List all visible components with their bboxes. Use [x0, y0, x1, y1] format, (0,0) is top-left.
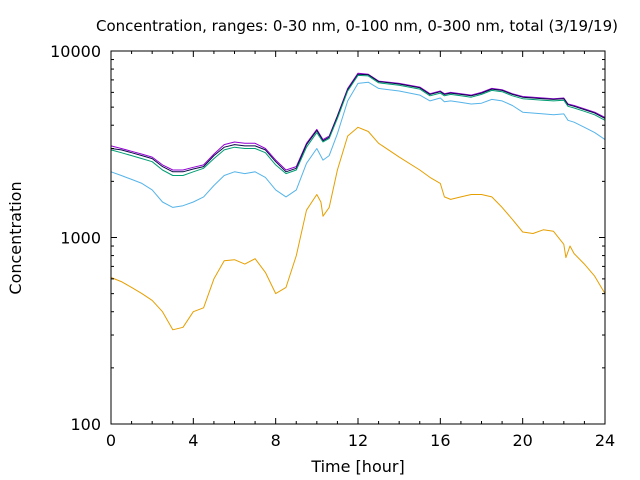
plot-frame	[110, 50, 606, 425]
x-tick-label: 0	[106, 431, 116, 450]
x-tick-label: 20	[512, 431, 532, 450]
x-tick-label: 4	[188, 431, 198, 450]
x-tick-label: 12	[348, 431, 368, 450]
series-line-3	[110, 74, 606, 176]
x-axis-label: Time [hour]	[310, 457, 404, 476]
x-tick-label: 16	[430, 431, 450, 450]
series-line-5	[110, 126, 606, 331]
series-line-2	[110, 73, 606, 173]
x-tick-label: 24	[595, 431, 615, 450]
y-tick-label: 100	[70, 415, 101, 434]
x-tick-label: 8	[271, 431, 281, 450]
tick-layer: 0 4 8 12 16 20 24 100 1000 10000	[50, 42, 615, 450]
series-layer	[110, 72, 606, 331]
y-tick-label: 10000	[50, 42, 101, 61]
series-line-4	[110, 81, 606, 208]
y-tick-label: 1000	[60, 229, 101, 248]
series-line-1	[110, 72, 606, 171]
chart-title: Concentration, ranges: 0-30 nm, 0-100 nm…	[96, 17, 618, 35]
y-axis-label: Concentration	[6, 181, 25, 294]
